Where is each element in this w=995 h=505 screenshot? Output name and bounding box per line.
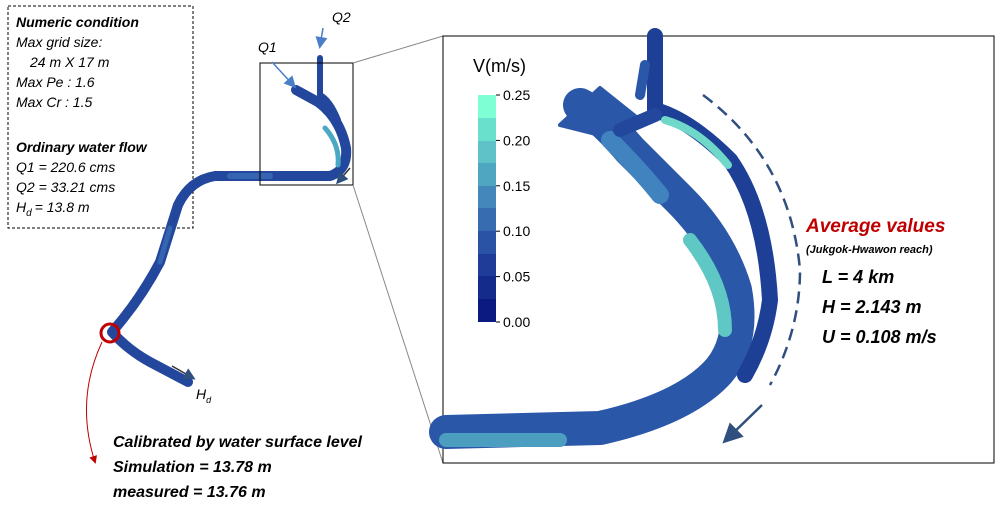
inflow-label: Q1: [258, 39, 277, 55]
colorbar-tick-label: 0.00: [503, 314, 530, 330]
line: Max Pe : 1.6: [16, 74, 95, 90]
line: Q1 = 220.6 cms: [16, 159, 115, 175]
zoom-line: [352, 184, 444, 464]
colorbar: [478, 95, 496, 322]
gauge-marker: [99, 322, 121, 344]
flow-arrow: [336, 167, 351, 185]
average-subtitle: (Jukgok-Hwawon reach): [806, 244, 933, 256]
gauge-arrow: [85, 341, 103, 464]
subscript: d: [206, 395, 212, 405]
inflow-label: Q2: [332, 9, 351, 25]
average-line: H = 2.143 m: [822, 297, 922, 317]
colorbar-tick-label: 0.25: [503, 87, 530, 103]
heading: Numeric condition: [16, 14, 139, 30]
colorbar-tick-label: 0.20: [503, 132, 530, 148]
zoom-box: [259, 62, 354, 186]
outflow-label: Hd: [196, 386, 212, 405]
average-line: U = 0.108 m/s: [822, 327, 937, 347]
reach-dash: [702, 93, 802, 386]
inflow-arrow: [315, 27, 328, 49]
flow-arrow: [722, 404, 763, 444]
inflow-arrow: [271, 61, 297, 89]
calibration-line: measured = 13.76 m: [113, 484, 266, 501]
symbol: H: [16, 199, 27, 215]
river-overview: [107, 55, 352, 387]
heading: Ordinary water flow: [16, 139, 148, 155]
average-title: Average values: [805, 216, 945, 237]
colorbar-tick-label: 0.05: [503, 269, 530, 285]
colorbar-tick-label: 0.10: [503, 223, 530, 239]
line: Q2 = 33.21 cms: [16, 179, 115, 195]
zoom-line: [352, 35, 444, 64]
line: Max grid size:: [16, 34, 102, 50]
calibration-title: Calibrated by water surface level: [113, 434, 363, 451]
condition-box: [7, 5, 194, 229]
line: Max Cr : 1.5: [16, 94, 92, 110]
flow-arrow: [171, 365, 196, 380]
subscript: d: [26, 208, 32, 219]
colorbar-title: V(m/s): [473, 56, 526, 76]
river-inset: [429, 28, 778, 449]
calibration-line: Simulation = 13.78 m: [113, 459, 272, 476]
colorbar-tick-label: 0.15: [503, 178, 530, 194]
line: 24 m X 17 m: [29, 54, 110, 70]
value: = 13.8 m: [35, 199, 90, 215]
symbol: H: [196, 386, 207, 402]
line: Hd = 13.8 m: [16, 199, 90, 219]
average-line: L = 4 km: [822, 267, 894, 287]
